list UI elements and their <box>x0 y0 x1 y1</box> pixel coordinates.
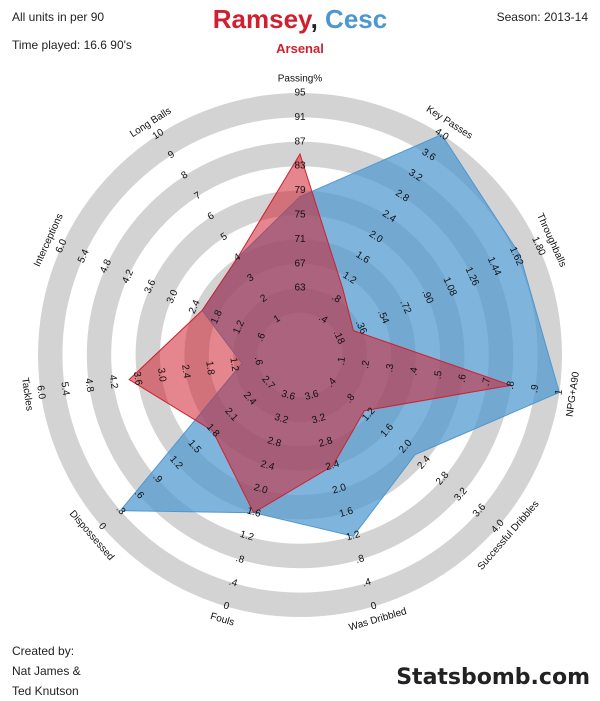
axis-tick-label: 2.0 <box>252 482 269 497</box>
axis-tick-label: 1 <box>553 388 565 396</box>
season-label: Season: 2013-14 <box>496 10 588 24</box>
brand-logo-text: Statsbomb.com <box>396 665 590 690</box>
axis-tick-label: .8 <box>505 380 517 390</box>
axis-tick-label: .72 <box>397 298 413 316</box>
player2-name: Cesc <box>325 4 388 34</box>
time-played: Time played: 16.6 90's <box>12 38 132 52</box>
axis-tick-label: 3.6 <box>143 278 159 296</box>
axis-tick-label: 8 <box>179 169 190 181</box>
axis-label: NPG+A90 <box>565 371 582 418</box>
axis-tick-label: 0 <box>96 521 108 533</box>
axis-tick-label: 83 <box>294 161 306 172</box>
axis-tick-label: 0 <box>370 600 379 612</box>
axis-tick-label: 3.2 <box>273 412 290 427</box>
axis-tick-label: 1.6 <box>338 505 355 520</box>
axis-tick-label: .90 <box>419 288 435 306</box>
axis-tick-label: .6 <box>457 373 469 383</box>
axis-tick-label: 2.4 <box>187 298 203 316</box>
axis-tick-label: 1.2 <box>227 357 240 373</box>
axis-tick-label: 79 <box>294 185 306 196</box>
chart-title: Ramsey, Cesc <box>0 4 600 35</box>
player1-name: Ramsey <box>212 4 311 34</box>
title-separator: , <box>310 4 326 34</box>
axis-tick-label: 3.6 <box>131 371 144 387</box>
axis-tick-label: 4 <box>232 251 243 263</box>
axis-tick-label: 2.8 <box>317 435 334 450</box>
axis-tick-label: 2.4 <box>179 364 192 380</box>
axis-tick-label: 0 <box>222 600 231 612</box>
axis-tick-label: .18 <box>331 329 347 347</box>
credits: Created by: Nat James & Ted Knutson <box>12 641 81 701</box>
axis-tick-label: 6.0 <box>34 385 47 401</box>
axis-tick-label: 7 <box>193 190 204 202</box>
axis-tick-label: .5 <box>433 370 445 380</box>
axis-tick-label: 4.2 <box>107 374 120 390</box>
axis-tick-label: 4.2 <box>120 268 136 286</box>
axis-tick-label: 3.2 <box>311 412 328 427</box>
axis-tick-label: 91 <box>294 112 306 123</box>
axis-tick-label: 3.6 <box>280 388 297 403</box>
axis-tick-label: .4 <box>361 576 373 589</box>
axis-tick-label: 1.8 <box>209 308 225 326</box>
axis-tick-label: .3 <box>384 363 396 373</box>
axis-tick-label: .4 <box>228 577 240 590</box>
axis-tick-label: 1 <box>272 313 283 325</box>
axis-tick-label: 67 <box>294 258 306 269</box>
team-name: Arsenal <box>276 41 324 56</box>
axis-label: Fouls <box>209 611 236 628</box>
axis-tick-label: 9 <box>166 149 177 161</box>
axis-tick-label: 87 <box>294 136 306 147</box>
axis-tick-label: .2 <box>360 359 372 369</box>
axis-tick-label: .1 <box>336 356 348 366</box>
axis-tick-label: 5.4 <box>58 381 71 397</box>
axis-tick-label: 5.4 <box>76 247 92 265</box>
axis-tick-label: 2.4 <box>259 459 276 474</box>
axis-tick-label: .8 <box>355 553 367 566</box>
axis-tick-label: 4.8 <box>83 378 96 394</box>
axis-tick-label: 3 <box>245 272 256 284</box>
axis-tick-label: .7 <box>481 377 493 387</box>
axis-tick-label: 1.2 <box>239 529 256 544</box>
radar-polygons <box>119 133 560 537</box>
axis-tick-label: .36 <box>353 319 369 337</box>
axis-tick-label: 2.4 <box>324 459 341 474</box>
axis-tick-label: 1.2 <box>231 318 247 336</box>
axis-tick-label: 1.8 <box>203 360 216 376</box>
axis-tick-label: .8 <box>234 553 246 566</box>
axis-tick-label: 75 <box>294 210 306 221</box>
credit-line: Nat James & <box>12 664 81 678</box>
axis-tick-label: 71 <box>294 234 306 245</box>
axis-tick-label: .9 <box>529 383 541 393</box>
axis-tick-label: 6.0 <box>54 237 70 255</box>
axis-tick-label: 4.8 <box>98 257 114 275</box>
axis-tick-label: 3.0 <box>155 367 168 383</box>
axis-tick-label: 1.6 <box>245 505 262 520</box>
axis-tick-label: 2.0 <box>331 482 348 497</box>
axis-label: Tackles <box>19 377 35 412</box>
axis-tick-label: .54 <box>375 308 391 326</box>
axis-tick-label: .4 <box>408 366 420 376</box>
series-ramsey-polygon <box>128 152 513 514</box>
credit-line: Ted Knutson <box>12 684 79 698</box>
axis-tick-label: 95 <box>294 88 306 99</box>
axis-tick-label: 2.8 <box>266 435 283 450</box>
axis-tick-label: 3.0 <box>165 288 181 306</box>
axis-tick-label: 6 <box>206 210 217 222</box>
axis-tick-label: 63 <box>294 283 306 294</box>
axis-tick-label: .6 <box>252 356 264 366</box>
axis-tick-label: 2 <box>259 292 270 304</box>
radar-ring <box>37 92 563 618</box>
axis-tick-label: 5 <box>219 231 230 243</box>
radar-tick-labels: 636771757983879195.4.81.21.62.02.42.83.2… <box>34 88 565 613</box>
axis-label: Passing% <box>278 74 323 85</box>
axis-tick-label: 1.2 <box>345 529 362 544</box>
axis-tick-label: 3.6 <box>304 388 321 403</box>
units-note: All units in per 90 <box>12 10 105 24</box>
credit-line: Created by: <box>12 644 75 658</box>
